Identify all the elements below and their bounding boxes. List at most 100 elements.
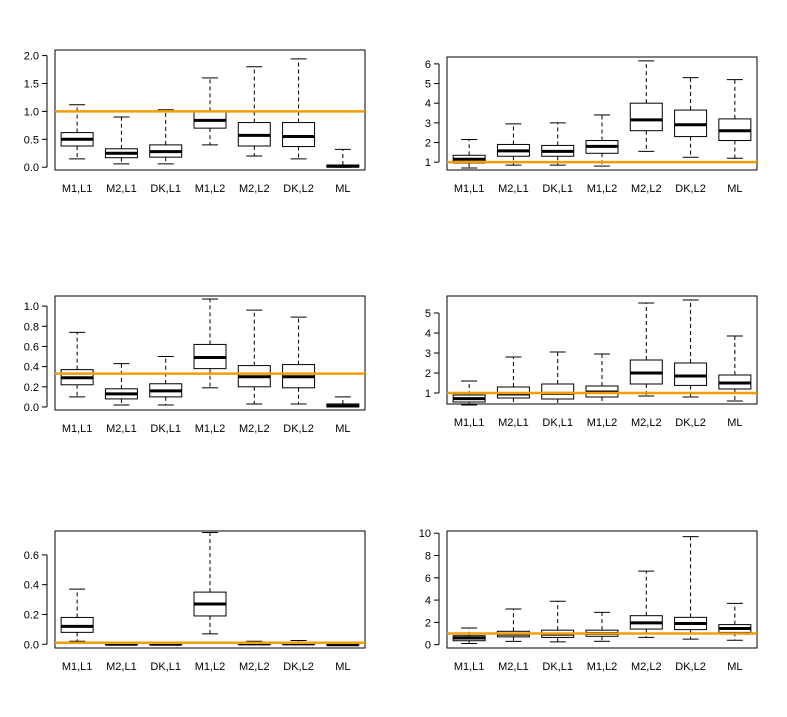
x-tick-label: M2,L1 [498,417,529,429]
y-tick-label: 5 [425,79,431,91]
box-M2,L1 [104,116,138,165]
box-M2,L2 [629,570,663,638]
x-tick-label: ML [727,417,742,429]
box-M2,L1 [104,642,138,646]
box-ML [326,643,360,647]
y-tick-label: 1.0 [24,106,39,118]
y-tick-label: 0.6 [24,550,39,562]
box-M1,L2 [193,77,227,146]
y-tick-label: 0 [425,640,431,652]
x-tick-label: M1,L1 [454,183,485,195]
x-tick-label: M1,L2 [587,417,618,429]
box-DK,L2 [282,316,316,405]
y-tick-label: 4 [425,98,431,110]
y-tick-label: 2 [425,137,431,149]
y-tick-label: 0.0 [24,162,39,174]
y-tick-label: 1 [425,157,431,169]
box-M1,L1 [452,627,486,645]
box-DK,L2 [674,536,708,640]
y-tick-label: 2 [425,617,431,629]
x-tick-label: DK,L2 [675,183,706,195]
panel-row-1-left: 0.0 0.5 1.0 1.5 2.0 M1,L1 M2,L1 DK,L1 M1,L2 M2,L2… [24,49,366,195]
y-tick-label: 3 [425,348,431,360]
x-tick-label: DK,L2 [675,417,706,429]
box-DK,L2 [282,58,316,160]
y-tick-label: 2.0 [24,51,39,63]
x-tick-label: M2,L2 [631,183,662,195]
box-M1,L1 [60,331,94,398]
y-tick-label: 0.2 [24,382,39,394]
y-tick-label: 3 [425,118,431,130]
x-tick-label: M1,L2 [195,423,226,435]
box-M1,L2 [193,298,227,389]
x-tick-label: M2,L1 [106,661,137,673]
x-tick-label: M1,L2 [195,183,226,195]
box-DK,L2 [674,299,708,398]
x-tick-label: M2,L2 [239,661,270,673]
x-tick-label: DK,L1 [542,183,573,195]
box-ML [326,396,360,408]
x-tick-label: DK,L1 [542,417,573,429]
box-ML [718,335,752,402]
box-DK,L1 [541,351,575,405]
x-tick-label: DK,L1 [150,661,181,673]
box-M1,L2 [585,611,619,642]
x-tick-label: ML [335,423,350,435]
box-DK,L1 [149,356,183,406]
x-tick-label: DK,L2 [283,661,314,673]
box-M2,L2 [629,302,663,397]
x-tick-label: M1,L1 [454,417,485,429]
iqr-box [674,362,708,386]
box-M1,L2 [585,353,619,405]
x-tick-label: DK,L1 [542,661,573,673]
x-tick-label: M1,L1 [62,423,93,435]
plot-frame [54,295,366,411]
plot-frame [54,530,366,649]
iqr-box [629,102,663,132]
x-tick-label: DK,L1 [150,183,181,195]
x-tick-label: DK,L2 [283,423,314,435]
box-M2,L2 [629,60,663,152]
box-ML [718,79,752,159]
x-tick-label: DK,L1 [150,423,181,435]
panel-row-1-right: 1 2 3 4 5 6 M1,L1 M2,L1 DK,L1 M1,L2 M2,L2 DK,L2 ML [425,56,758,195]
x-tick-label: M1,L1 [62,183,93,195]
y-tick-label: 1.5 [24,78,39,90]
y-tick-label: 1 [425,388,431,400]
box-M1,L2 [585,114,619,167]
y-tick-label: 5 [425,308,431,320]
box-ML [326,148,360,168]
panel-row-3-left: 0.0 0.2 0.4 0.6 M1,L1 M2,L1 DK,L1 M1,L2 M2,L2 DK,… [24,530,366,673]
x-tick-label: DK,L2 [675,661,706,673]
box-DK,L2 [674,77,708,158]
y-tick-label: 0.4 [24,362,39,374]
box-M2,L1 [104,363,138,406]
x-tick-label: M1,L1 [454,661,485,673]
y-tick-label: 0.0 [24,639,39,651]
box-M1,L2 [193,531,227,635]
box-M2,L2 [237,309,271,405]
x-tick-label: M1,L1 [62,661,93,673]
x-tick-label: M1,L2 [195,661,226,673]
box-M1,L1 [60,104,94,160]
y-tick-label: 0.6 [24,341,39,353]
y-tick-label: 0.0 [24,402,39,414]
y-tick-label: 4 [425,595,431,607]
panel-row-2-left: 0.0 0.2 0.4 0.6 0.8 1.0 M1,L1 M2,L1 DK,L1 M1,L2 M2… [24,295,366,435]
box-M1,L1 [60,588,94,642]
iqr-box [541,383,575,400]
iqr-box [282,122,316,148]
plot-frame [446,530,758,649]
y-tick-label: 0.8 [24,321,39,333]
x-tick-label: ML [727,183,742,195]
panel-row-3-right: 0 2 4 6 8 10 M1,L1 M2,L1 DK,L1 M1,L2 M2,L2 DK,L2 ML [419,528,758,673]
x-tick-label: M2,L2 [239,183,270,195]
x-tick-label: ML [727,661,742,673]
y-tick-label: 4 [425,328,431,340]
panel-row-2-right: 1 2 3 4 5 M1,L1 M2,L1 DK,L1 M1,L2 M2,L2 DK,L2 ML [425,295,758,429]
box-M1,L1 [452,139,486,169]
x-tick-label: M2,L1 [498,661,529,673]
box-DK,L1 [541,600,575,643]
box-M2,L2 [237,66,271,157]
